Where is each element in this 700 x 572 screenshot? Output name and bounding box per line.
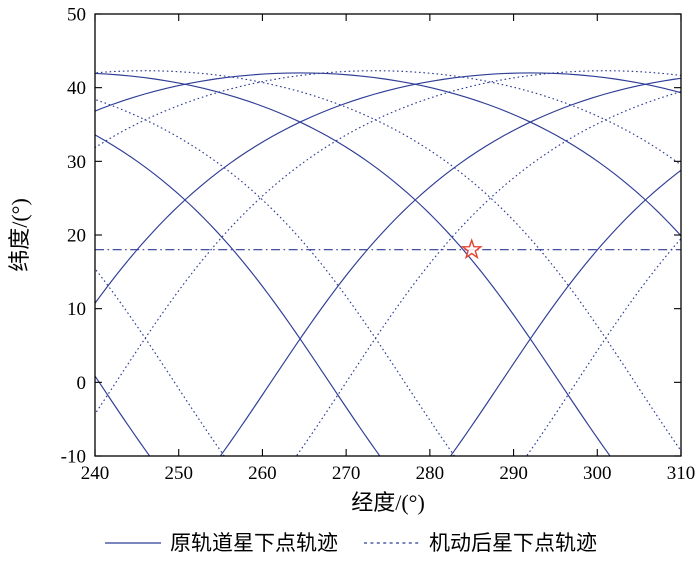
legend-solid-line-icon (105, 542, 161, 544)
x-tick-label: 280 (416, 463, 445, 484)
y-axis-label: 纬度/(°) (7, 198, 32, 272)
x-tick-label: 270 (332, 463, 361, 484)
ground-track-maneuvered (95, 70, 681, 166)
x-tick-label: 260 (248, 463, 277, 484)
x-axis-label: 经度/(°) (351, 490, 425, 515)
axes-layer: 240 250 260 270 280 290 300 310 -10 0 10 20 30 40 50 (61, 5, 696, 485)
y-tick-label: 10 (67, 299, 86, 320)
legend-item-original: 原轨道星下点轨迹 (103, 527, 338, 557)
ground-track-maneuvered (95, 267, 225, 456)
ground-track-original (95, 134, 381, 456)
y-tick-label: 50 (67, 5, 86, 26)
ground-track-original (95, 72, 611, 456)
ground-track-original (219, 77, 681, 456)
ground-track-maneuvered (95, 98, 456, 456)
x-tick-label: 250 (164, 463, 193, 484)
ground-track-maneuvered (547, 71, 700, 572)
y-tick-label: 40 (67, 78, 86, 99)
ground-track-maneuvered (95, 70, 681, 452)
y-tick-label: 30 (67, 152, 86, 173)
ground-track-original (95, 72, 681, 305)
ground-track-maneuvered (295, 91, 681, 456)
maneuver-target-star-icon (460, 238, 483, 260)
ground-track-original (95, 72, 681, 237)
ground-track-original (0, 73, 359, 572)
x-tick-label: 300 (583, 463, 612, 484)
ground-track-original (680, 454, 681, 456)
ground-track-original (95, 375, 151, 456)
y-tick-label: 0 (77, 373, 87, 394)
legend-label-original: 原轨道星下点轨迹 (170, 531, 338, 555)
x-tick-label: 240 (81, 463, 110, 484)
tracks-layer (0, 70, 700, 572)
legend-dotted-line-icon (364, 542, 420, 544)
legend: 原轨道星下点轨迹 机动后星下点轨迹 (0, 527, 700, 557)
x-tick-label: 290 (499, 463, 528, 484)
y-tick-label: 20 (67, 226, 86, 247)
plot-border (94, 13, 682, 457)
legend-label-maneuvered: 机动后星下点轨迹 (429, 531, 597, 555)
x-tick-label: 310 (667, 463, 696, 484)
ground-track-maneuvered (95, 70, 681, 416)
ground-track-original (472, 73, 700, 572)
y-tick-label: -10 (61, 447, 86, 468)
legend-item-maneuvered: 机动后星下点轨迹 (362, 527, 597, 557)
